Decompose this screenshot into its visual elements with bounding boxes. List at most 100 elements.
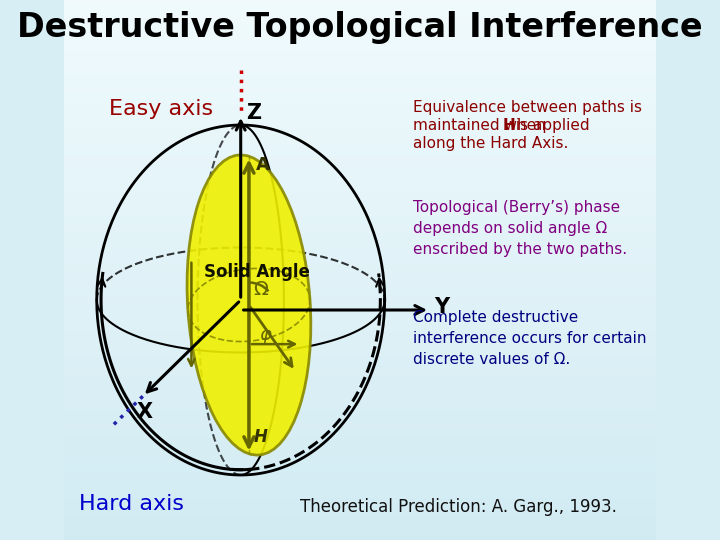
Bar — [64, 407, 656, 408]
Bar — [64, 523, 656, 524]
Bar — [64, 366, 656, 367]
Bar — [64, 44, 656, 45]
Bar — [64, 446, 656, 447]
Bar — [64, 77, 656, 78]
Bar — [64, 516, 656, 517]
Bar — [64, 488, 656, 489]
Bar — [64, 24, 656, 25]
Text: Ω: Ω — [253, 280, 268, 299]
Bar — [64, 247, 656, 248]
Bar — [64, 299, 656, 300]
Bar — [64, 9, 656, 10]
Bar — [64, 505, 656, 506]
Bar — [64, 79, 656, 80]
Bar — [64, 464, 656, 465]
Bar — [64, 70, 656, 71]
Bar — [64, 439, 656, 440]
Bar — [64, 489, 656, 490]
Bar — [64, 526, 656, 527]
Bar — [64, 389, 656, 390]
Bar — [64, 139, 656, 140]
Bar — [64, 358, 656, 359]
Bar — [64, 81, 656, 82]
Bar — [64, 155, 656, 156]
Bar — [64, 304, 656, 305]
Bar — [64, 10, 656, 11]
Bar — [64, 300, 656, 301]
Text: H: H — [254, 428, 268, 445]
Text: Destructive Topological Interference: Destructive Topological Interference — [17, 11, 703, 44]
Bar — [64, 110, 656, 111]
Bar — [64, 140, 656, 141]
Bar — [64, 192, 656, 193]
Bar — [64, 478, 656, 479]
Bar — [64, 31, 656, 32]
Bar — [64, 339, 656, 340]
Bar — [64, 49, 656, 50]
Bar — [64, 455, 656, 456]
Bar — [64, 351, 656, 352]
Bar — [64, 204, 656, 205]
Bar — [64, 452, 656, 453]
Bar — [64, 331, 656, 332]
Bar — [64, 336, 656, 337]
Bar — [64, 443, 656, 444]
Bar — [64, 164, 656, 165]
Bar — [64, 236, 656, 237]
Bar — [64, 327, 656, 328]
Bar — [64, 244, 656, 245]
Bar — [64, 162, 656, 163]
Bar — [64, 2, 656, 3]
Bar — [64, 191, 656, 192]
Bar — [64, 39, 656, 40]
Bar — [64, 95, 656, 96]
Bar — [64, 76, 656, 77]
Bar — [64, 321, 656, 322]
Bar — [64, 316, 656, 317]
Bar — [64, 440, 656, 441]
Bar — [64, 490, 656, 491]
Bar — [64, 153, 656, 154]
Bar — [64, 272, 656, 273]
Bar — [64, 297, 656, 298]
Bar — [64, 261, 656, 262]
Bar — [64, 216, 656, 217]
Bar — [64, 134, 656, 135]
Bar — [64, 519, 656, 520]
Bar — [64, 146, 656, 147]
Bar — [64, 229, 656, 230]
Bar — [64, 22, 656, 23]
Bar — [64, 375, 656, 376]
Bar — [64, 161, 656, 162]
Bar — [64, 432, 656, 433]
Bar — [64, 48, 656, 49]
Bar — [64, 465, 656, 466]
Bar — [64, 165, 656, 166]
Bar — [64, 212, 656, 213]
Bar — [64, 210, 656, 211]
Bar — [64, 246, 656, 247]
Bar — [64, 378, 656, 379]
Bar — [64, 314, 656, 315]
Bar — [64, 348, 656, 349]
Bar — [64, 357, 656, 358]
Bar — [64, 127, 656, 128]
Bar — [64, 243, 656, 244]
Bar — [64, 59, 656, 60]
Bar — [64, 527, 656, 528]
Bar — [64, 438, 656, 439]
Bar — [64, 166, 656, 167]
Bar — [64, 524, 656, 525]
Bar — [64, 536, 656, 537]
Bar — [64, 355, 656, 356]
Bar — [64, 534, 656, 535]
Bar — [64, 119, 656, 120]
Bar — [64, 118, 656, 119]
Bar — [64, 90, 656, 91]
Bar — [64, 301, 656, 302]
Bar — [64, 170, 656, 171]
Bar — [64, 364, 656, 365]
Bar — [64, 415, 656, 416]
Bar — [64, 479, 656, 480]
Bar — [64, 444, 656, 445]
